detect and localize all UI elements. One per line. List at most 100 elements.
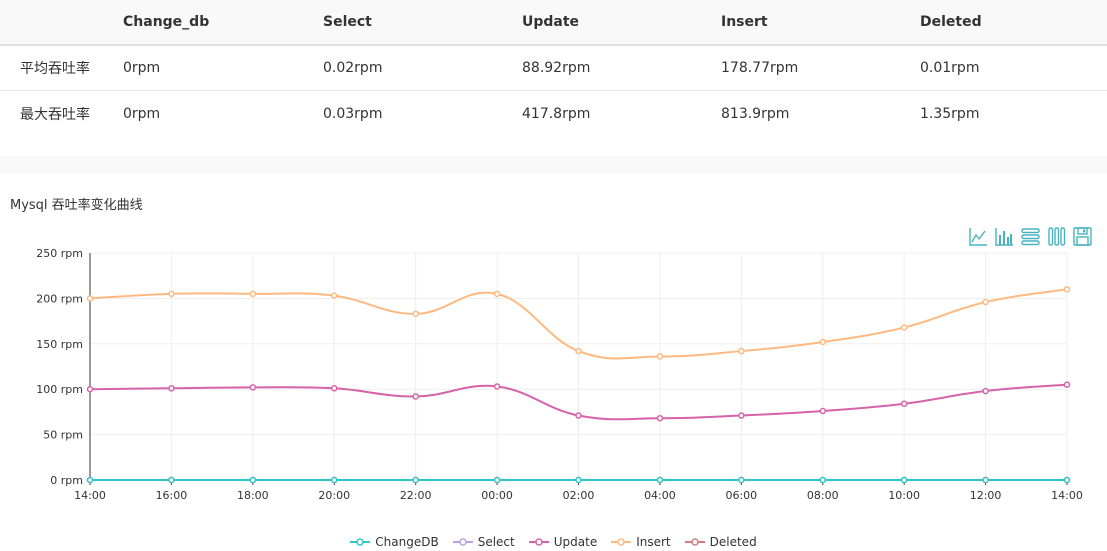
x-tick-label: 20:00 [318, 489, 350, 502]
data-point-insert [900, 324, 908, 331]
chart-legend: ChangeDB Select Update Insert Deleted [0, 535, 1107, 549]
x-tick-label: 04:00 [644, 489, 676, 502]
data-point-insert [819, 338, 826, 346]
legend-marker-icon [528, 538, 549, 546]
table-cell: 813.9rpm [721, 105, 790, 122]
y-tick-label: 200 rpm [36, 292, 83, 305]
data-point-insert [656, 353, 664, 360]
data-point-update [982, 387, 989, 395]
data-point-update [900, 400, 908, 407]
data-point-changedb [249, 476, 257, 484]
data-point-insert [493, 290, 501, 298]
data-point-insert [86, 295, 94, 302]
data-point-insert [168, 290, 175, 298]
data-point-update [575, 412, 582, 419]
data-point-insert [412, 310, 419, 318]
table-cell: 417.8rpm [522, 105, 591, 122]
data-point-changedb [168, 476, 175, 484]
y-tick-label: 50 rpm [43, 429, 83, 442]
x-tick-label: 00:00 [481, 489, 513, 502]
table-cell: 0.03rpm [323, 105, 383, 122]
x-tick-label: 16:00 [156, 489, 188, 502]
data-point-update [819, 407, 826, 415]
throughput-table: Change_db Select Update Insert Deleted 平… [0, 0, 1107, 136]
table-cell: 88.92rpm [522, 60, 591, 76]
legend-item-deleted[interactable]: Deleted [684, 535, 757, 549]
table-cell: 178.77rpm [721, 60, 799, 76]
table-cell: 0rpm [123, 60, 161, 76]
legend-label: Deleted [709, 535, 757, 549]
table-header: Change_db Select Update Insert Deleted [0, 0, 1107, 46]
x-tick-label: 10:00 [888, 489, 920, 502]
data-point-update [1063, 381, 1071, 388]
data-point-insert [982, 298, 989, 306]
y-tick-label: 250 rpm [36, 247, 83, 260]
data-point-update [249, 384, 257, 391]
header-cell-change-db: Change_db [123, 14, 210, 30]
legend-marker-icon [350, 538, 371, 546]
data-point-changedb [900, 476, 908, 484]
data-point-insert [738, 347, 745, 355]
data-point-update [738, 412, 745, 419]
chart-title: Mysql 吞吐率变化曲线 [10, 198, 143, 213]
legend-item-update[interactable]: Update [528, 535, 598, 549]
table-cell: 1.35rpm [920, 105, 980, 122]
x-tick-label: 18:00 [237, 489, 269, 502]
y-tick-label: 100 rpm [36, 383, 83, 396]
legend-marker-icon [684, 538, 705, 546]
data-point-insert [249, 290, 257, 298]
data-point-changedb [412, 476, 419, 484]
data-point-changedb [86, 476, 94, 484]
data-point-insert [331, 292, 338, 299]
table-row: 平均吞吐率 0rpm 0.02rpm 88.92rpm 178.77rpm 0.… [0, 46, 1107, 91]
line-chart-icon[interactable] [968, 226, 989, 247]
x-tick-label: 06:00 [725, 489, 757, 502]
legend-marker-icon [452, 538, 473, 546]
x-tick-label: 14:00 [74, 489, 106, 502]
data-point-insert [1063, 286, 1071, 293]
save-icon[interactable] [1072, 226, 1093, 247]
section-divider [0, 156, 1107, 173]
legend-label: ChangeDB [375, 535, 439, 549]
tiled-icon[interactable] [1046, 226, 1067, 247]
data-point-changedb [819, 476, 826, 484]
row-label: 最大吞吐率 [20, 106, 90, 123]
legend-label: Insert [636, 535, 671, 549]
data-point-changedb [575, 476, 582, 484]
legend-label: Select [477, 535, 515, 549]
bar-chart-icon[interactable] [994, 226, 1015, 247]
legend-item-changedb[interactable]: ChangeDB [350, 535, 439, 549]
legend-item-select[interactable]: Select [452, 535, 515, 549]
data-point-update [493, 383, 501, 390]
chart-toolbox [968, 226, 1093, 247]
data-point-changedb [738, 476, 745, 484]
x-tick-label: 22:00 [400, 489, 432, 502]
data-point-changedb [331, 476, 338, 484]
data-point-update [86, 385, 94, 393]
table-cell: 0.02rpm [323, 60, 383, 76]
legend-marker-icon [611, 538, 632, 546]
row-label: 平均吞吐率 [20, 61, 90, 77]
table-cell: 0rpm [123, 105, 161, 122]
data-point-changedb [493, 476, 501, 484]
data-point-update [168, 385, 175, 392]
x-tick-label: 14:00 [1051, 489, 1083, 502]
data-point-insert [575, 347, 582, 355]
y-tick-label: 150 rpm [36, 338, 83, 351]
x-tick-label: 12:00 [970, 489, 1002, 502]
legend-item-insert[interactable]: Insert [611, 535, 671, 549]
stack-icon[interactable] [1020, 226, 1041, 247]
data-point-changedb [982, 476, 989, 484]
data-point-changedb [656, 476, 664, 484]
x-tick-label: 02:00 [563, 489, 595, 502]
table-cell: 0.01rpm [920, 60, 980, 76]
header-cell-insert: Insert [721, 14, 768, 30]
y-tick-label: 0 rpm [50, 474, 83, 487]
header-cell-deleted: Deleted [920, 14, 982, 30]
data-point-update [656, 415, 664, 422]
data-point-changedb [1063, 476, 1071, 484]
legend-label: Update [553, 535, 598, 549]
data-point-update [412, 393, 419, 400]
header-cell-update: Update [522, 14, 580, 30]
